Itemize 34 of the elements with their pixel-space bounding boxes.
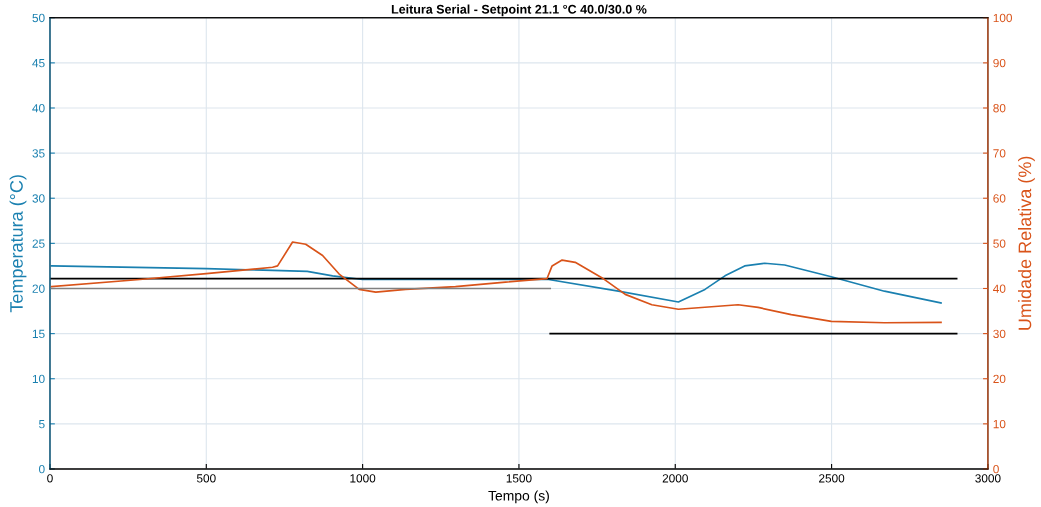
y2-tick-label: 80 xyxy=(993,104,1006,113)
y2-tick-label: 0 xyxy=(993,465,999,474)
y-tick-label: 40 xyxy=(32,104,45,113)
y-tick-label: 5 xyxy=(39,420,45,429)
x-tick-label: 1000 xyxy=(350,474,376,483)
y2-tick-label: 90 xyxy=(993,58,1006,68)
y-tick-label: 30 xyxy=(32,194,45,203)
line-series xyxy=(50,241,942,324)
y2-axis-title: Umidade Relativa (%) xyxy=(1018,156,1035,330)
y2-tick-label: 40 xyxy=(993,284,1006,293)
x-tick-label: 2500 xyxy=(819,474,845,483)
x-tick-label: 500 xyxy=(196,474,216,483)
y-tick-label: 20 xyxy=(32,284,45,293)
x-tick-label: 2000 xyxy=(662,474,688,483)
x-axis-title: Tempo (s) xyxy=(488,490,549,504)
y-tick-label: 15 xyxy=(32,329,45,338)
x-tick-label: 0 xyxy=(47,474,53,483)
y2-tick-label: 70 xyxy=(993,149,1006,158)
chart-title: Leitura Serial - Setpoint 21.1 °C 40.0/30.0 % xyxy=(391,4,647,17)
y2-tick-label: 50 xyxy=(993,239,1006,248)
x-tick-label: 3000 xyxy=(975,474,1001,483)
y-tick-label: 10 xyxy=(32,374,45,384)
y2-tick-label: 60 xyxy=(993,194,1006,203)
y-tick-label: 35 xyxy=(32,149,45,158)
y2-tick-label: 100 xyxy=(993,13,1013,23)
y-tick-label: 25 xyxy=(32,239,45,248)
y-tick-label: 45 xyxy=(32,59,45,68)
y-tick-label: 0 xyxy=(39,465,45,474)
y2-tick-label: 20 xyxy=(993,374,1006,384)
y-tick-label: 50 xyxy=(32,13,45,23)
x-tick-label: 1500 xyxy=(506,474,532,483)
y-axis-title: Temperatura (°C) xyxy=(9,175,27,313)
y2-tick-label: 30 xyxy=(993,329,1006,338)
y2-tick-label: 10 xyxy=(993,419,1006,429)
